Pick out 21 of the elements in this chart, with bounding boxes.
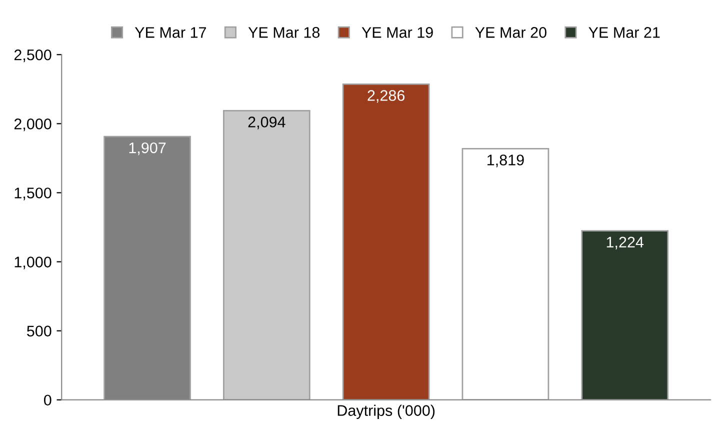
legend-label: YE Mar 21 [588, 27, 660, 38]
y-tick-label: 2,000 [14, 118, 52, 132]
bar [342, 83, 430, 400]
bar [222, 110, 310, 400]
y-tick-label: 1,000 [14, 256, 52, 270]
data-label: 1,224 [606, 236, 644, 250]
legend-label: YE Mar 17 [134, 27, 206, 38]
y-tick-label: 0 [44, 394, 52, 406]
bar [581, 230, 669, 400]
x-tick-label: Daytrips ('000) [338, 404, 435, 419]
y-tick-label: 2,500 [14, 49, 52, 62]
legend-label: YE Mar 20 [475, 27, 546, 38]
data-label: 2,094 [248, 116, 286, 130]
y-tick-label: 1,500 [14, 188, 52, 200]
data-label: 1,819 [488, 154, 524, 168]
data-label: 1,907 [129, 142, 166, 156]
data-label: 2,286 [368, 90, 405, 103]
bar [462, 148, 550, 400]
legend-label: YE Mar 18 [248, 27, 320, 38]
y-tick-label: 500 [27, 326, 52, 336]
legend-label: YE Mar 19 [362, 27, 433, 38]
